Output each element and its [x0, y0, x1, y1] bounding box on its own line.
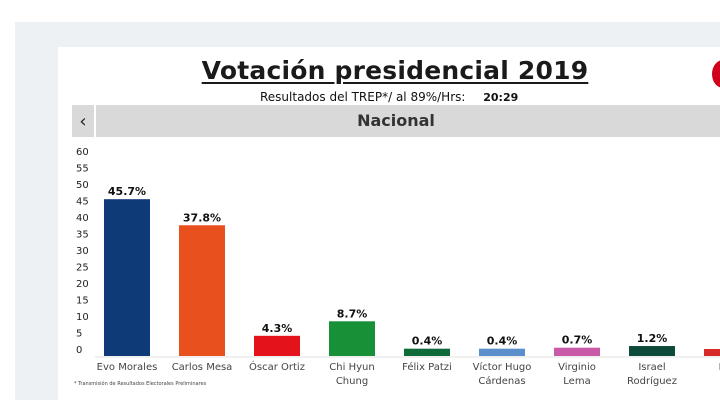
subtitle-text: Resultados del TREP*/ al 89%/Hrs:	[260, 90, 466, 104]
region-selector[interactable]: Nacional	[96, 105, 720, 137]
y-tick-label: 50	[76, 180, 89, 191]
category-label: Chung	[336, 376, 368, 387]
bar	[554, 347, 600, 356]
bar-value-label: 4.3%	[262, 322, 293, 335]
category-label: Víctor Hugo	[473, 361, 532, 373]
y-tick-label: 40	[76, 213, 89, 224]
bar-value-label: 37.8%	[183, 211, 221, 224]
y-tick-label: 0	[76, 345, 82, 356]
bar-value-label: 45.7%	[108, 185, 146, 198]
y-tick-label: 35	[76, 230, 89, 241]
bar	[254, 335, 300, 356]
bar	[704, 349, 720, 356]
region-navigation: ‹ Nacional	[72, 105, 720, 137]
category-label: Virginio	[558, 362, 596, 373]
y-tick-label: 15	[76, 296, 89, 307]
y-tick-label: 20	[76, 279, 89, 290]
bar	[404, 348, 450, 356]
bar	[479, 348, 525, 356]
region-label: Nacional	[357, 111, 435, 130]
y-tick-label: 60	[76, 147, 89, 158]
previous-region-button[interactable]: ‹	[72, 105, 94, 137]
category-label: Evo Morales	[97, 362, 158, 373]
category-label: Félix Patzi	[402, 361, 452, 373]
y-tick-label: 25	[76, 263, 89, 274]
bar-value-label: 8.7%	[337, 307, 368, 320]
logo-icon	[712, 60, 720, 88]
bar	[629, 346, 675, 356]
footnote: * Transmisión de Resultados Electorales …	[74, 381, 207, 387]
y-tick-label: 5	[76, 329, 82, 340]
category-label: Óscar Ortiz	[249, 360, 305, 373]
category-label: Lema	[563, 376, 590, 387]
chart-subtitle: Resultados del TREP*/ al 89%/Hrs: 20:29	[260, 90, 518, 104]
bar	[329, 321, 375, 356]
chart-title: Votación presidencial 2019	[201, 56, 589, 85]
bar-value-label: 0.4%	[412, 335, 443, 348]
update-time: 20:29	[483, 91, 519, 104]
chevron-left-icon: ‹	[79, 110, 87, 132]
category-label: Carlos Mesa	[172, 362, 233, 373]
bar	[104, 199, 150, 356]
category-label: Israel	[638, 362, 665, 373]
y-tick-label: 30	[76, 246, 89, 257]
y-tick-label: 10	[76, 312, 89, 323]
category-label: Rut	[719, 362, 720, 373]
bar-value-label: 1.2%	[637, 332, 668, 345]
bar-value-label: 0.4%	[487, 335, 518, 348]
category-label: Cárdenas	[478, 375, 525, 387]
bar-value-label: 0.7%	[562, 334, 593, 347]
y-tick-label: 55	[76, 164, 89, 175]
bar	[179, 225, 225, 356]
category-label: Chi Hyun	[329, 362, 374, 373]
category-label: Rodríguez	[627, 375, 677, 387]
y-tick-label: 45	[76, 197, 89, 208]
